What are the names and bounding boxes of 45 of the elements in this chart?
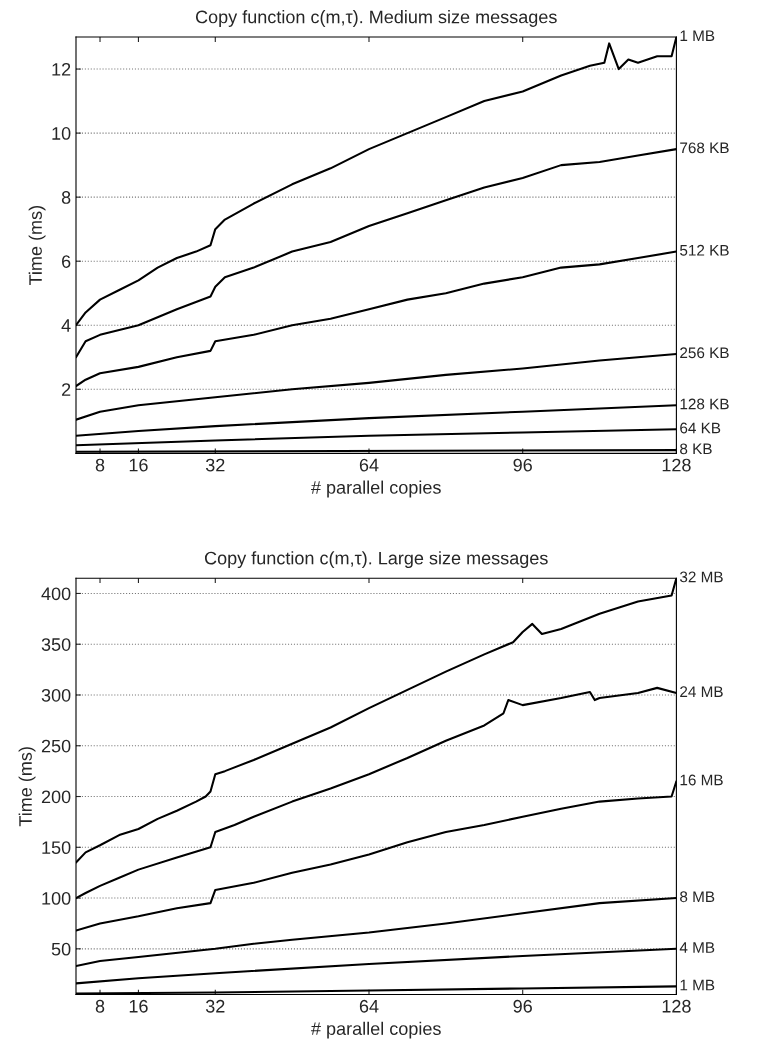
y-tick-label: 350 [41, 638, 71, 651]
series-label: 128 KB [680, 398, 729, 410]
x-tick-label: 8 [95, 458, 105, 472]
series-label: 256 KB [680, 347, 729, 359]
x-tick-label: 64 [359, 458, 379, 472]
y-tick-label: 6 [62, 255, 71, 268]
x-tick-label: 16 [129, 999, 148, 1013]
series-label: 8 KB [680, 443, 712, 455]
chart-title: Copy function c(m,τ). Medium size messages [195, 10, 557, 27]
x-tick-label: 64 [359, 999, 379, 1013]
x-axis-title: # parallel copies [311, 1021, 441, 1039]
series-label: 768 KB [680, 142, 729, 154]
series-label: 4 MB [679, 942, 715, 953]
x-tick-label: 128 [662, 458, 691, 472]
x-tick-label: 16 [129, 458, 148, 472]
series-label: 1 MB [680, 30, 715, 41]
y-axis-title: Time (ms) [18, 747, 36, 827]
series-label: 8 MB [680, 891, 715, 903]
series-label: 16 MB [680, 774, 723, 786]
series-label: 64 KB [680, 422, 721, 434]
y-tick-label: 8 [61, 191, 71, 204]
y-tick-label: 400 [41, 587, 71, 601]
y-tick-label: 12 [52, 62, 71, 76]
series-label: 32 MB [679, 571, 723, 583]
series-label: 1 MB [680, 979, 715, 991]
y-tick-label: 4 [61, 319, 71, 332]
y-tick-label: 50 [51, 942, 71, 956]
x-tick-label: 32 [205, 458, 225, 472]
x-axis-title: # parallel copies [311, 480, 441, 498]
x-tick-label: 96 [513, 458, 532, 472]
y-tick-label: 250 [41, 739, 71, 753]
y-tick-label: 150 [42, 841, 71, 855]
series-label: 24 MB [680, 686, 723, 697]
y-tick-label: 300 [41, 688, 71, 702]
x-tick-label: 96 [513, 999, 532, 1013]
y-tick-label: 100 [42, 891, 71, 905]
x-tick-label: 8 [95, 999, 105, 1013]
y-tick-label: 10 [52, 127, 71, 140]
y-tick-label: 2 [62, 383, 71, 396]
chart-title: Copy function c(m,τ). Large size messages [204, 551, 548, 569]
x-tick-label: 32 [205, 999, 225, 1013]
x-tick-label: 128 [662, 999, 691, 1013]
series-label: 512 KB [680, 244, 729, 256]
y-tick-label: 200 [41, 790, 71, 804]
y-axis-title: Time (ms) [28, 206, 46, 286]
